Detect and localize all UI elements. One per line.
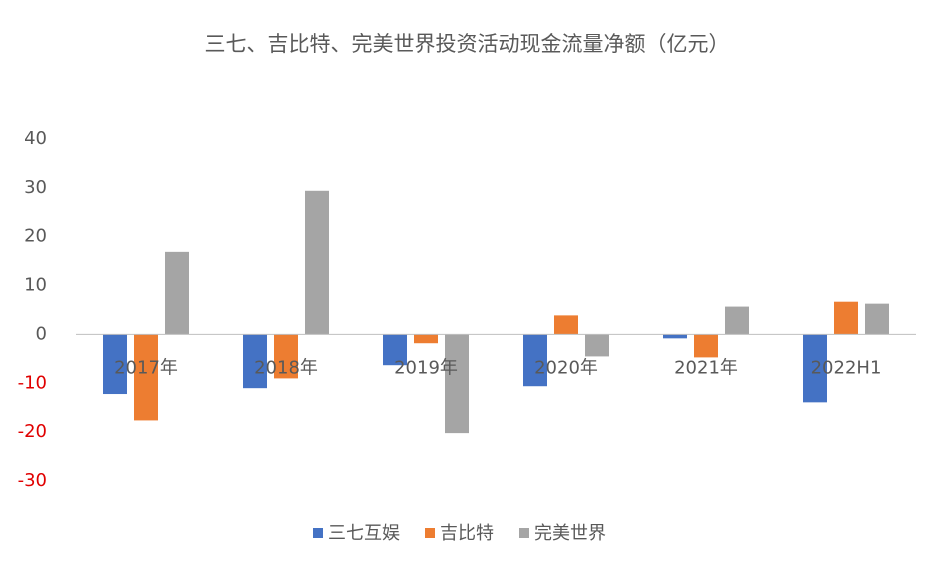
bar [134, 334, 158, 421]
legend-label: 吉比特 [440, 523, 494, 544]
y-tick-label: 30 [24, 177, 47, 198]
x-tick-label: 2019年 [394, 357, 458, 378]
bar [414, 334, 438, 344]
legend-label: 三七互娱 [328, 523, 400, 544]
bar [274, 334, 298, 379]
y-tick-label: -20 [18, 421, 47, 442]
bar [663, 334, 687, 339]
bar [523, 334, 547, 387]
bar [445, 334, 469, 434]
x-tick-label: 2018年 [254, 357, 318, 378]
x-tick-label: 2017年 [114, 357, 178, 378]
bar [585, 334, 609, 357]
bar [243, 334, 267, 389]
bar [305, 190, 329, 335]
x-tick-label: 2022H1 [811, 357, 882, 378]
chart-title: 三七、吉比特、完美世界投资活动现金流量净额（亿元） [205, 32, 730, 56]
legend-swatch [313, 528, 323, 538]
legend-swatch [519, 528, 529, 538]
y-tick-label: 40 [24, 128, 47, 149]
x-tick-label: 2021年 [674, 357, 738, 378]
y-tick-label: -30 [18, 470, 47, 491]
bar [725, 306, 749, 335]
bar [383, 334, 407, 366]
x-tick-label: 2020年 [534, 357, 598, 378]
y-tick-label: 0 [36, 323, 47, 344]
y-tick-label: -10 [18, 372, 47, 393]
bar [865, 303, 889, 335]
bar [103, 334, 127, 395]
y-tick-label: 10 [24, 275, 47, 296]
bar [803, 334, 827, 403]
bar [694, 334, 718, 358]
legend-label: 完美世界 [534, 523, 606, 544]
legend-swatch [425, 528, 435, 538]
bar [834, 301, 858, 335]
y-tick-label: 20 [24, 226, 47, 247]
bar [165, 251, 189, 335]
bar [554, 315, 578, 335]
